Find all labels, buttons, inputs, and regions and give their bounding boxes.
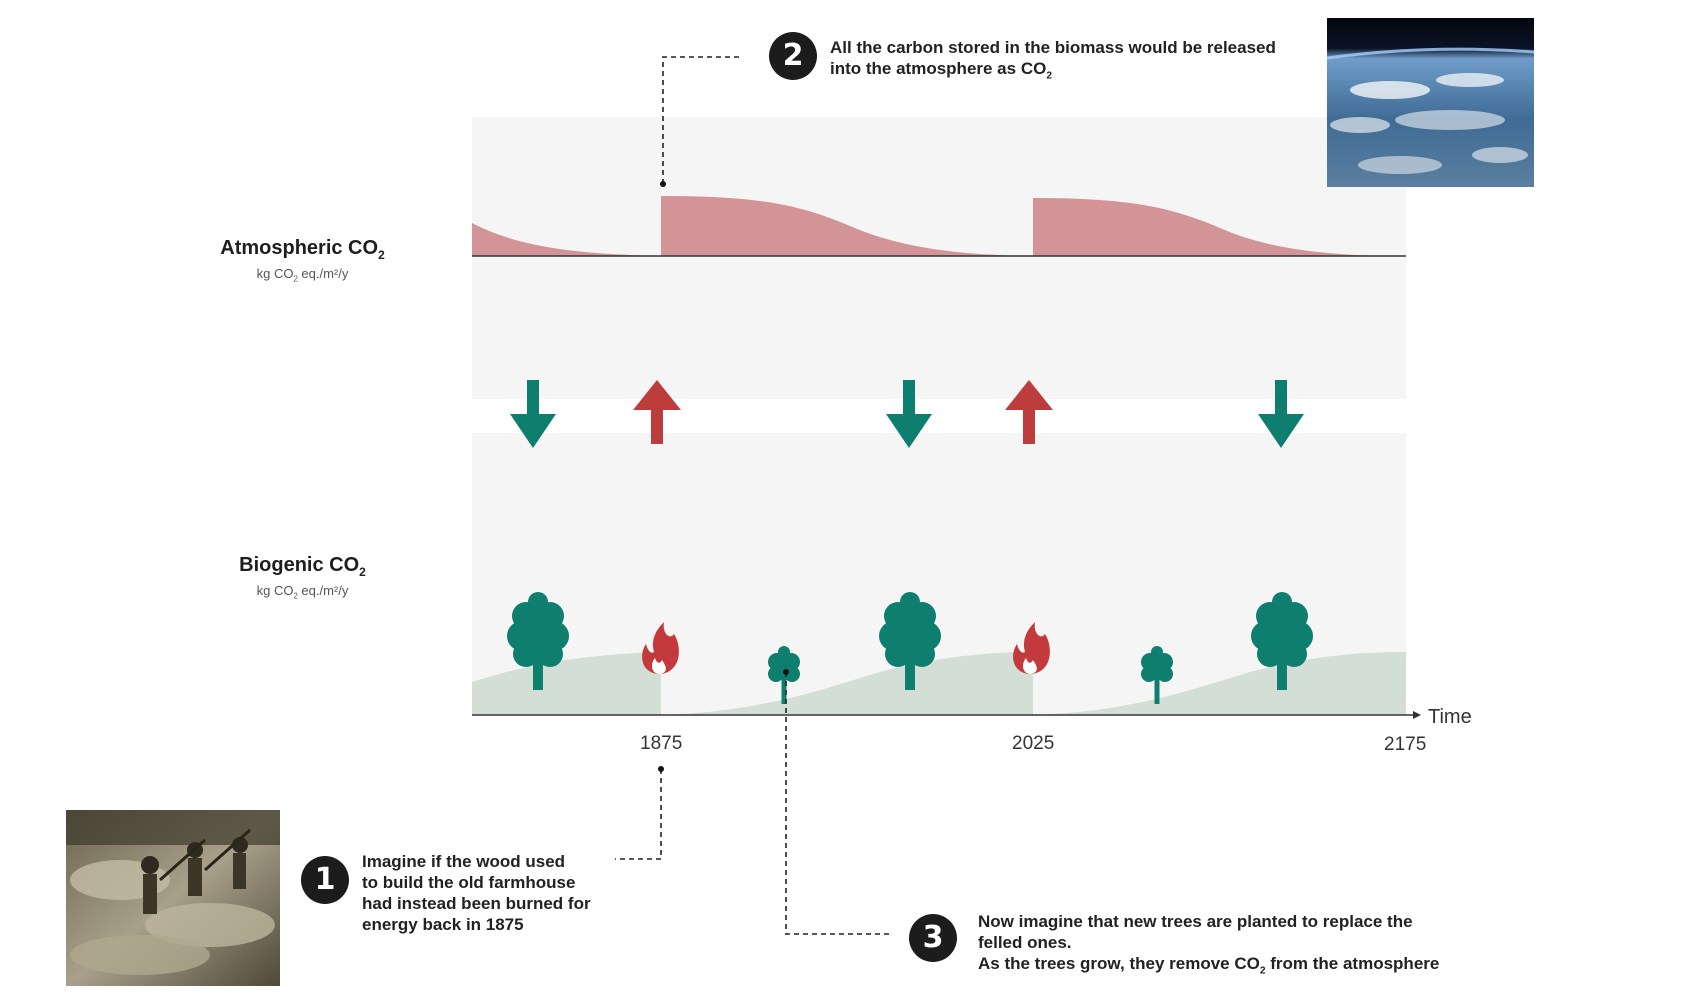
tick-label-2025: 2025	[1012, 733, 1055, 754]
atmospheric-panel	[472, 117, 1406, 399]
note-3-line-2: felled ones.	[978, 933, 1072, 952]
time-arrowhead	[1413, 711, 1421, 719]
note-2-line-2: into the atmosphere as CO2	[830, 59, 1052, 82]
earth-photo	[1326, 18, 1535, 187]
arrow-up-icon	[1005, 380, 1053, 444]
connector-dot	[783, 669, 789, 675]
step-badge-3: 3	[909, 914, 957, 962]
atmospheric-curve-2025	[1033, 198, 1406, 256]
biogenic-title: Biogenic CO2	[239, 554, 366, 579]
note-3-line-1: Now imagine that new trees are planted t…	[978, 912, 1413, 931]
time-axis-label: Time	[1428, 706, 1472, 728]
step-badge-2: 2	[769, 32, 817, 80]
atmospheric-unit: kg CO2 eq./m²/y	[256, 266, 349, 284]
arrow-down-icon	[510, 380, 556, 448]
tick-label-2175: 2175	[1384, 734, 1427, 755]
biogenic-curve-start	[472, 652, 661, 715]
arrow-up-icon	[633, 380, 681, 444]
connector-dot	[660, 181, 666, 187]
biogenic-unit: kg CO2 eq./m²/y	[256, 583, 349, 601]
note-2-line-1: All the carbon stored in the biomass wou…	[830, 38, 1276, 57]
step-badge-1: 1	[301, 856, 349, 904]
note-3-line-3: As the trees grow, they remove CO2 from …	[978, 954, 1440, 977]
note-1-line-2: to build the old farmhouse	[362, 873, 576, 892]
arrow-down-icon	[1258, 380, 1304, 448]
note-1-line-4: energy back in 1875	[362, 915, 524, 934]
note-1-line-1: Imagine if the wood used	[362, 852, 566, 871]
loggers-photo	[66, 810, 280, 986]
connector-lines	[615, 56, 890, 935]
atmospheric-curve-1875	[661, 196, 1033, 256]
atmospheric-curve-start	[472, 223, 661, 256]
note-1-line-3: had instead been burned for	[362, 894, 591, 913]
arrow-down-icon	[886, 380, 932, 448]
note-3-text: Now imagine that new trees are planted t…	[978, 911, 1439, 981]
atmospheric-title: Atmospheric CO2	[220, 237, 385, 262]
note-2-text: All the carbon stored in the biomass wou…	[830, 37, 1276, 86]
biogenic-curve-middle	[661, 652, 1033, 715]
note-1-text: Imagine if the wood used to build the ol…	[362, 851, 591, 935]
biogenic-curve-end	[1033, 652, 1406, 715]
connector-dot	[658, 766, 664, 772]
tick-label-1875: 1875	[640, 733, 683, 754]
